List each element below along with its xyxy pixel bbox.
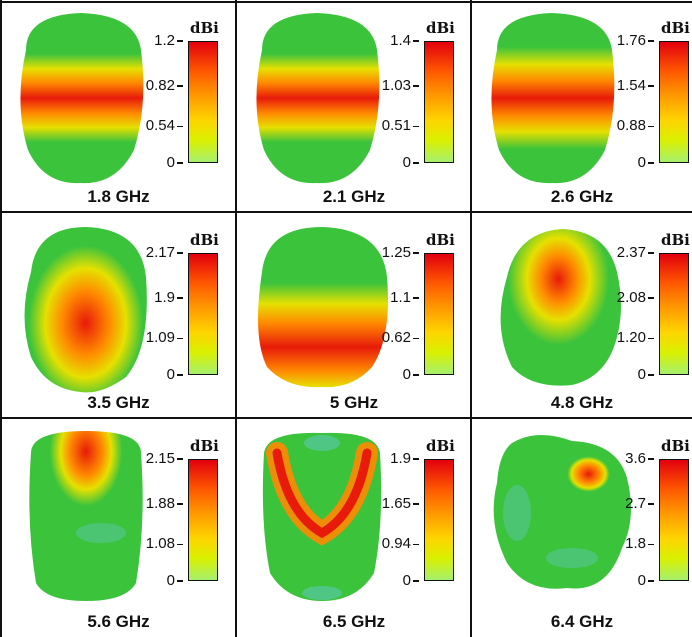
grid-vertical-line [235, 0, 237, 637]
colorbar-tick-label: 1.2 [141, 32, 183, 49]
colorbar [188, 41, 218, 163]
colorbar-tick-label: 1.9 [377, 450, 419, 467]
grid-vertical-line [0, 0, 2, 637]
colorbar-tick-label: 0.62 [377, 329, 419, 346]
colorbar-tick-label: 0 [377, 366, 419, 383]
colorbar-tick-label: 2.15 [141, 450, 183, 467]
unit-label: dBi [190, 437, 219, 455]
radiation-pattern-3d [20, 13, 144, 184]
radiation-surface [256, 13, 380, 184]
pattern-panel: dBi 2.15 1.88 1.08 0 5.6 GHz [2, 421, 235, 637]
unit-label: dBi [661, 231, 690, 249]
radiation-pattern-3d [491, 13, 615, 184]
colorbar-tick-label: 0 [612, 366, 654, 383]
colorbar [188, 253, 218, 375]
pattern-panel: dBi 1.9 1.65 0.94 0 6.5 GHz [238, 421, 470, 637]
grid-horizontal-line [0, 417, 692, 419]
pattern-panel: dBi 1.25 1.1 0.62 0 5 GHz [238, 215, 470, 418]
grid-vertical-line [470, 0, 472, 637]
colorbar-tick-label: 2.17 [141, 244, 183, 261]
radiation-surface [500, 229, 621, 386]
radiation-pattern-3d [500, 229, 621, 386]
grid-horizontal-line [0, 1, 692, 3]
unit-label: dBi [426, 231, 455, 249]
colorbar-tick-label: 2.08 [612, 289, 654, 306]
radiation-pattern-3d [493, 434, 631, 589]
radiation-pattern-3d [24, 227, 147, 393]
colorbar-tick-label: 0 [377, 154, 419, 171]
colorbar [424, 459, 454, 581]
colorbar-tick-label: 1.20 [612, 329, 654, 346]
pattern-panel: dBi 2.17 1.9 1.09 0 3.5 GHz [2, 215, 235, 418]
colorbar-tick-label: 1.09 [141, 329, 183, 346]
frequency-label: 1.8 GHz [87, 187, 150, 206]
radiation-surface [29, 431, 143, 601]
colorbar-tick-label: 0.51 [377, 117, 419, 134]
colorbar-tick-label: 1.08 [141, 535, 183, 552]
unit-label: dBi [426, 437, 455, 455]
colorbar-tick-label: 0.82 [141, 77, 183, 94]
colorbar-tick-label: 0 [141, 154, 183, 171]
colorbar-tick-label: 2.7 [612, 495, 654, 512]
colorbar [659, 41, 689, 163]
colorbar-tick-label: 0 [377, 572, 419, 589]
unit-label: dBi [661, 19, 690, 37]
colorbar-tick-label: 1.4 [377, 32, 419, 49]
colorbar-tick-label: 2.37 [612, 244, 654, 261]
radiation-surface [491, 13, 615, 184]
colorbar [659, 253, 689, 375]
pattern-panel: dBi 1.76 1.54 0.88 0 2.6 GHz [473, 3, 691, 212]
radiation-pattern-3d [258, 227, 388, 388]
colorbar-tick-label: 3.6 [612, 450, 654, 467]
colorbar-tick-label: 1.88 [141, 495, 183, 512]
colorbar-tick-label: 0.88 [612, 117, 654, 134]
colorbar-tick-label: 0 [612, 154, 654, 171]
colorbar-tick-label: 1.03 [377, 77, 419, 94]
colorbar-tick-label: 0 [612, 572, 654, 589]
frequency-label: 6.5 GHz [322, 612, 386, 631]
colorbar [424, 253, 454, 375]
pattern-panel: dBi 2.37 2.08 1.20 0 4.8 GHz [473, 215, 691, 418]
colorbar-tick-label: 0.94 [377, 535, 419, 552]
colorbar-tick-label: 1.76 [612, 32, 654, 49]
unit-label: dBi [190, 19, 219, 37]
colorbar-tick-label: 1.65 [377, 495, 419, 512]
frequency-label: 2.1 GHz [322, 187, 386, 206]
pattern-panel: dBi 3.6 2.7 1.8 0 6.4 GHz [473, 421, 691, 637]
radiation-surface [24, 227, 147, 393]
colorbar-tick-label: 1.1 [377, 289, 419, 306]
grid-horizontal-line [0, 211, 692, 213]
radiation-surface [20, 13, 144, 184]
radiation-surface [258, 227, 388, 388]
unit-label: dBi [426, 19, 455, 37]
frequency-label: 6.4 GHz [550, 612, 614, 631]
colorbar [188, 459, 218, 581]
pattern-panel: dBi 1.2 0.82 0.54 0 1.8 GHz [2, 3, 235, 212]
frequency-label: 4.8 GHz [550, 393, 614, 412]
colorbar [424, 41, 454, 163]
colorbar-tick-label: 1.54 [612, 77, 654, 94]
colorbar-tick-label: 1.9 [141, 289, 183, 306]
frequency-label: 2.6 GHz [550, 187, 614, 206]
unit-label: dBi [661, 437, 690, 455]
radiation-pattern-3d [29, 431, 143, 601]
colorbar-tick-label: 1.8 [612, 535, 654, 552]
unit-label: dBi [190, 231, 219, 249]
frequency-label: 3.5 GHz [87, 393, 150, 412]
colorbar-tick-label: 0 [141, 572, 183, 589]
colorbar [659, 459, 689, 581]
colorbar-tick-label: 1.25 [377, 244, 419, 261]
frequency-label: 5.6 GHz [87, 612, 150, 631]
colorbar-tick-label: 0.54 [141, 117, 183, 134]
radiation-pattern-3d [262, 432, 382, 601]
colorbar-tick-label: 0 [141, 366, 183, 383]
radiation-pattern-3d [256, 13, 380, 184]
frequency-label: 5 GHz [329, 393, 379, 412]
pattern-panel: dBi 1.4 1.03 0.51 0 2.1 GHz [238, 3, 470, 212]
